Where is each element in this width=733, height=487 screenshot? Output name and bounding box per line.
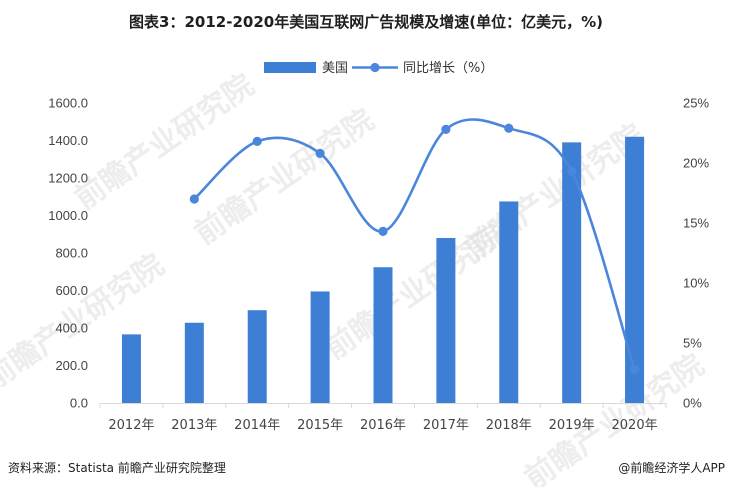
watermark-group: 前瞻产业研究院前瞻产业研究院前瞻产业研究院前瞻产业研究院前瞻产业研究院前瞻产业研… xyxy=(0,68,711,487)
x-tick-label: 2013年 xyxy=(171,418,217,433)
growth-marker xyxy=(441,124,451,134)
x-tick-label: 2019年 xyxy=(549,418,595,433)
x-tick-label: 2015年 xyxy=(297,418,343,433)
y-left-tick-label: 1200.0 xyxy=(48,171,88,186)
x-tick-label: 2014年 xyxy=(234,418,280,433)
y-right-tick-label: 10% xyxy=(683,276,709,291)
bar xyxy=(562,142,582,403)
x-tick-label: 2012年 xyxy=(108,418,154,433)
y-left-tick-label: 400.0 xyxy=(55,321,88,336)
y-right-tick-label: 0% xyxy=(683,396,702,411)
y-axis-right: 0% 5% 10% 15% 20% 25% xyxy=(683,96,709,411)
bar xyxy=(436,238,456,403)
growth-marker xyxy=(504,123,514,133)
y-right-tick-label: 5% xyxy=(683,336,702,351)
y-left-tick-label: 0.0 xyxy=(70,396,88,411)
bar xyxy=(310,291,330,403)
growth-marker xyxy=(378,226,388,236)
growth-marker xyxy=(315,148,325,158)
bar xyxy=(247,310,267,403)
x-tick-label: 2020年 xyxy=(612,418,658,433)
bar xyxy=(625,136,645,403)
x-tick-label: 2016年 xyxy=(360,418,406,433)
y-left-tick-label: 200.0 xyxy=(55,358,88,373)
legend: 美国 同比增长（%） xyxy=(264,61,493,76)
growth-marker xyxy=(252,136,262,146)
x-axis: 2012年 2013年 2014年 2015年 2016年 2017年 2018年 2019年… xyxy=(99,403,667,433)
source-note: 资料来源：Statista 前瞻产业研究院整理 xyxy=(8,461,226,475)
growth-line xyxy=(193,118,636,370)
legend-label-bar: 美国 xyxy=(322,61,348,76)
legend-swatch-marker xyxy=(370,62,380,73)
growth-marker xyxy=(567,166,577,176)
y-axis-left: 0.0 200.0 400.0 600.0 800.0 1000.0 1200.0 1400.… xyxy=(48,96,88,411)
growth-marker xyxy=(189,194,199,204)
bar xyxy=(373,267,393,403)
line-series xyxy=(189,118,640,374)
watermark-text: 前瞻产业研究院 xyxy=(459,118,651,267)
legend-label-line: 同比增长（%） xyxy=(403,61,493,76)
y-left-tick-label: 1600.0 xyxy=(48,96,88,111)
y-left-tick-label: 1400.0 xyxy=(48,133,88,148)
y-left-tick-label: 600.0 xyxy=(55,283,88,298)
chart-title: 图表3：2012-2020年美国互联网广告规模及增速(单位：亿美元，%) xyxy=(129,13,603,31)
x-tick-label: 2018年 xyxy=(486,418,532,433)
bar xyxy=(184,322,204,403)
y-left-tick-label: 800.0 xyxy=(55,246,88,261)
y-right-tick-label: 15% xyxy=(683,216,709,231)
y-right-tick-label: 25% xyxy=(683,96,709,111)
bar xyxy=(499,201,519,403)
y-right-tick-label: 20% xyxy=(683,156,709,171)
brand-credit: @前瞻经济学人APP xyxy=(618,461,725,475)
growth-marker xyxy=(629,364,640,374)
bar xyxy=(121,334,141,403)
y-left-tick-label: 1000.0 xyxy=(48,208,88,223)
x-tick-label: 2017年 xyxy=(423,418,469,433)
legend-swatch-bar xyxy=(264,62,316,73)
bar-series xyxy=(121,136,645,403)
